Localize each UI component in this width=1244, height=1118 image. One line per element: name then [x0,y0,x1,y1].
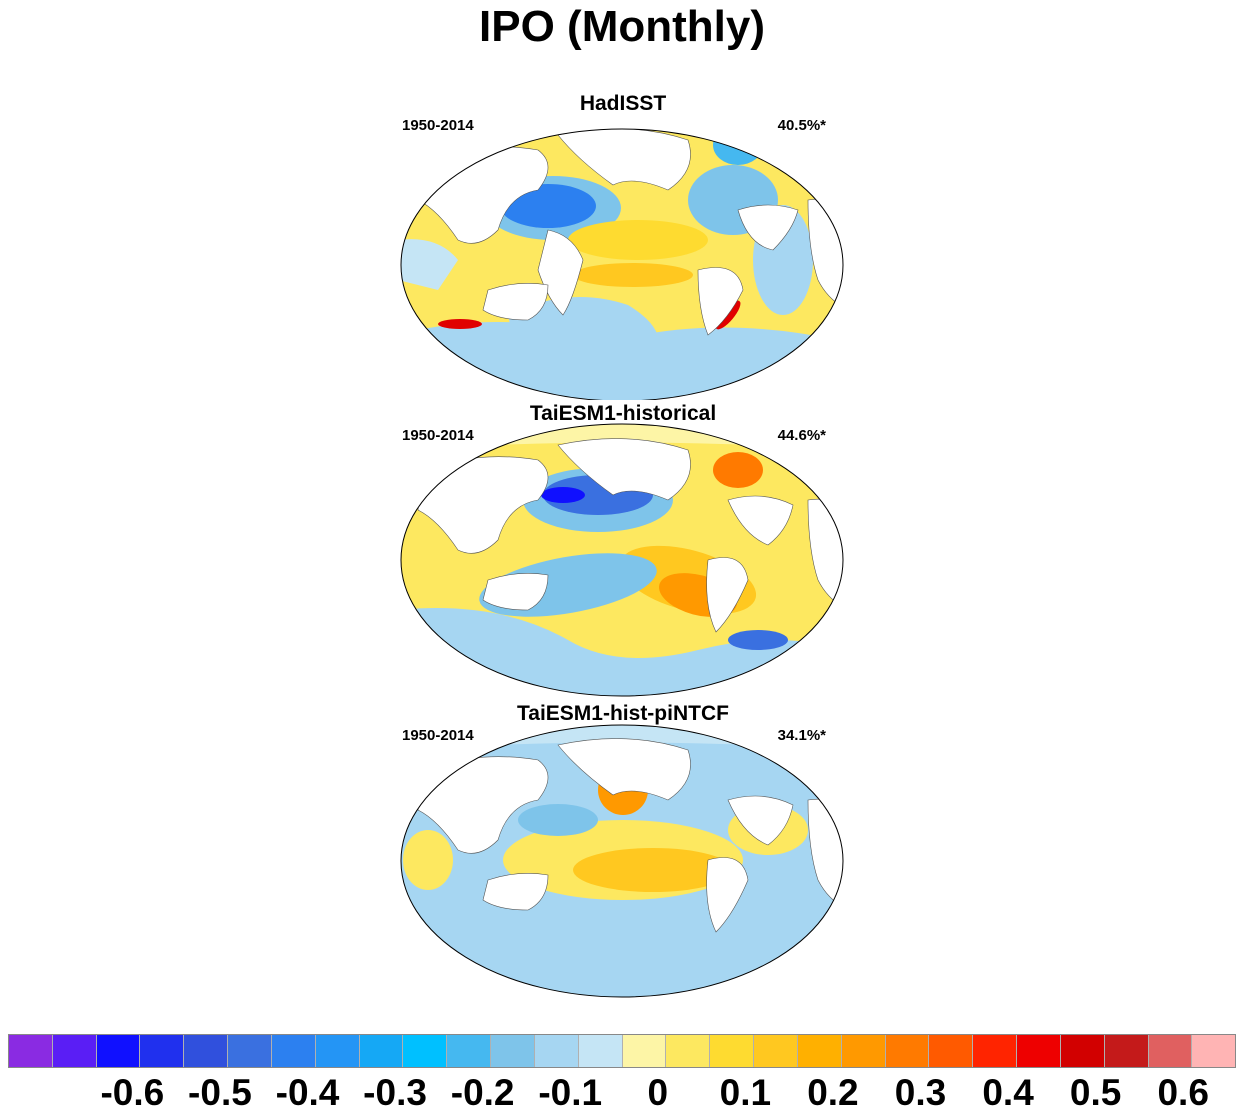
colorbar-swatch [666,1035,711,1067]
colorbar-swatch [403,1035,448,1067]
colorbar-swatch [797,1035,842,1067]
colorbar-tick-label: -0.1 [538,1072,603,1113]
panel-hadisst: HadISST 1950-2014 40.5%* [398,92,848,400]
colorbar-swatch [841,1035,886,1067]
colorbar-swatch [1060,1035,1105,1067]
colorbar-swatches [8,1034,1236,1068]
colorbar-tick-label: 0.2 [807,1072,859,1113]
panel-taiesm1-historical: TaiESM1-historical 1950-2014 44.6%* [398,402,848,710]
panel-period: 1950-2014 [402,727,474,744]
panel-title: HadISST [579,92,667,115]
colorbar-swatch [622,1035,667,1067]
colorbar-swatch [271,1035,316,1067]
colorbar-tick-label: 0 [647,1072,669,1113]
panel-title: TaiESM1-hist-piNTCF [517,702,729,725]
panel-period: 1950-2014 [402,427,474,444]
panel-variance-percent: 34.1%* [777,727,826,744]
panel-period: 1950-2014 [402,117,474,134]
colorbar-tick-label: -0.2 [450,1072,515,1113]
colorbar-tick-label: 0.3 [894,1072,947,1113]
ipo-map-taiesm1-historical [400,423,844,697]
colorbar-swatch [710,1035,755,1067]
ipo-map-hadisst [400,128,844,400]
colorbar-swatch [578,1035,623,1067]
colorbar-tick-label: -0.6 [100,1072,165,1113]
panel-title: TaiESM1-historical [529,402,717,425]
colorbar-swatch [885,1035,930,1067]
colorbar-swatch [52,1035,97,1067]
colorbar-swatch [1192,1035,1236,1067]
colorbar-swatch [228,1035,272,1067]
colorbar-swatch [1148,1035,1193,1067]
colorbar-swatch [184,1035,229,1067]
colorbar [8,1034,1236,1068]
colorbar-tick-label: -0.4 [275,1072,340,1113]
panel-variance-percent: 40.5%* [777,117,826,134]
panel-taiesm1-hist-pintcf: TaiESM1-hist-piNTCF 1950-2014 34.1%* [398,702,848,1010]
colorbar-swatch [359,1035,404,1067]
colorbar-swatch [929,1035,974,1067]
ipo-map-taiesm1-hist-pintcf [400,724,844,998]
colorbar-swatch [96,1035,141,1067]
colorbar-tick-labels: -0.6 -0.5 -0.4 -0.3 -0.2 -0.1 0 0.1 0.2 0.3 0.4 0.5… [0,1072,1244,1118]
colorbar-swatch [491,1035,535,1067]
colorbar-swatch [447,1035,492,1067]
colorbar-swatch [9,1035,53,1067]
colorbar-tick-label: 0.4 [982,1072,1034,1113]
panel-variance-percent: 44.6%* [777,427,826,444]
colorbar-tick-label: 0.1 [719,1072,772,1113]
colorbar-swatch [1017,1035,1061,1067]
figure-title: IPO (Monthly) [479,2,765,51]
colorbar-swatch [1104,1035,1149,1067]
colorbar-swatch [534,1035,579,1067]
colorbar-swatch [973,1035,1018,1067]
colorbar-tick-label: -0.5 [188,1072,252,1113]
colorbar-swatch [140,1035,185,1067]
colorbar-tick-label: -0.3 [363,1072,427,1113]
colorbar-tick-label: 0.5 [1069,1072,1122,1113]
colorbar-tick-label: 0.6 [1157,1072,1209,1113]
colorbar-swatch [315,1035,360,1067]
colorbar-swatch [754,1035,798,1067]
